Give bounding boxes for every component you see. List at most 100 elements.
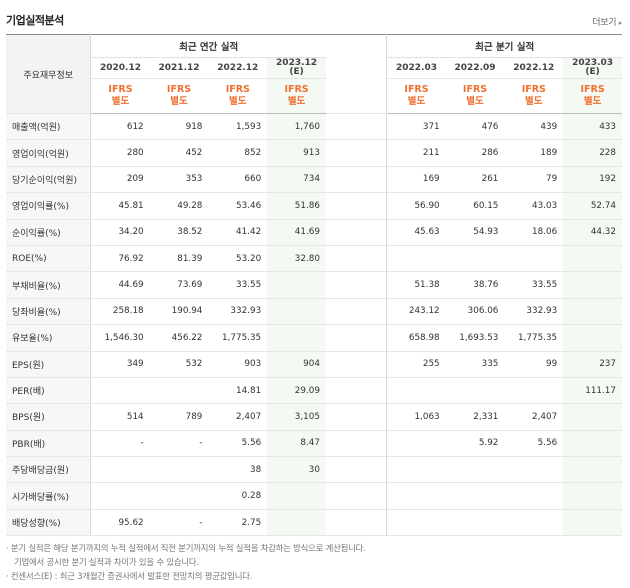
basis-label: IFRS [521, 84, 546, 95]
period-label: 2021.12 [158, 62, 200, 73]
scope-label: 별도 [407, 96, 426, 107]
header-accounting-basis: IFRS 별도 [445, 78, 505, 114]
quarterly-value-cell: 255 [386, 350, 446, 378]
gap-cell [325, 298, 388, 326]
header-annual-group: 최근 연간 실적 [90, 34, 326, 58]
gap-cell [325, 509, 388, 537]
table-row: 영업이익률(%) 45.81 49.28 53.46 51.86 56.90 60.15 43… [6, 192, 622, 220]
footnotes: · 분기 실적은 해당 분기까지의 누적 실적에서 직전 분기까지의 누적 실적… [6, 541, 626, 583]
quarterly-value-cell: 439 [504, 113, 564, 141]
quarterly-value-cell: 1,693.53 [445, 324, 505, 352]
row-label: 유보율(%) [6, 324, 92, 352]
estimate-mark: (E) [585, 67, 600, 77]
gap-cell [325, 139, 388, 167]
annual-value-cell [90, 482, 150, 510]
table-row: ROE(%) 76.92 81.39 53.20 32.80 [6, 245, 622, 273]
row-label: 매출액(억원) [6, 113, 92, 141]
basis-label: IFRS [404, 84, 429, 95]
quarterly-value-cell: 56.90 [386, 192, 446, 220]
quarterly-value-cell [386, 430, 446, 458]
row-label: PER(배) [6, 377, 92, 405]
quarterly-value-cell: 52.74 [563, 192, 622, 220]
quarterly-value-cell: 237 [563, 350, 622, 378]
quarterly-value-cell: 1,775.35 [504, 324, 564, 352]
header-annual-period: 2022.12 [208, 57, 268, 79]
quarterly-value-cell: 44.32 [563, 219, 622, 246]
annual-value-cell: - [90, 430, 150, 458]
annual-value-cell [267, 509, 326, 537]
gap-cell [325, 113, 388, 141]
annual-value-cell: 904 [267, 350, 326, 378]
table-row: 영업이익(억원) 280 452 852 913 211 286 189 228 [6, 139, 622, 167]
annual-value-cell: 34.20 [90, 219, 150, 246]
header-basis-row: IFRS 별도 IFRS 별도 IFRS 별도 IFRS 별도 IFRS 별도 IFRS 별도 IFRS… [6, 78, 622, 114]
quarterly-value-cell: 60.15 [445, 192, 505, 220]
quarterly-value-cell: 433 [563, 113, 622, 141]
annual-value-cell: 41.42 [208, 219, 268, 246]
header-group-row: 주요재무정보 최근 연간 실적 최근 분기 실적 [6, 34, 622, 114]
annual-value-cell: 5.56 [208, 430, 268, 458]
quarterly-value-cell: 18.06 [504, 219, 564, 246]
quarterly-value-cell: 79 [504, 166, 564, 194]
gap-cell [325, 430, 388, 458]
table-row: BPS(원) 514 789 2,407 3,105 1,063 2,331 2,407 [6, 403, 622, 431]
quarterly-value-cell [445, 456, 505, 484]
table-row: 부채비율(%) 44.69 73.69 33.55 51.38 38.76 33.55 [6, 271, 622, 299]
footnote-3: · 컨센서스(E) : 최근 3개월간 증권사에서 발표한 전망치의 평균값입니… [6, 571, 253, 581]
scope-label: 별도 [111, 96, 130, 107]
header-quarterly-period: 2023.03 (E) [563, 57, 622, 79]
table-row: 순이익률(%) 34.20 38.52 41.42 41.69 45.63 54.93 18.… [6, 219, 622, 246]
annual-value-cell: 918 [149, 113, 209, 141]
row-label: 시가배당률(%) [6, 482, 92, 510]
quarterly-value-cell [504, 509, 564, 537]
quarterly-value-cell [445, 245, 505, 273]
quarterly-value-cell: 335 [445, 350, 505, 378]
more-link[interactable]: 더보기 ▸ [592, 15, 622, 28]
quarterly-value-cell [386, 456, 446, 484]
annual-value-cell: 734 [267, 166, 326, 194]
header-accounting-basis: IFRS 별도 [208, 78, 268, 114]
annual-value-cell: - [149, 509, 209, 537]
annual-value-cell [267, 298, 326, 326]
period-label: 2022.09 [454, 62, 496, 73]
table-row: 유보율(%) 1,546.30 456.22 1,775.35 658.98 1,693.… [6, 324, 622, 352]
row-label: 영업이익(억원) [6, 139, 92, 167]
row-label: 당기순이익(억원) [6, 166, 92, 194]
annual-value-cell: - [149, 430, 209, 458]
quarterly-value-cell [386, 245, 446, 273]
row-label: BPS(원) [6, 403, 92, 431]
header-quarterly-group: 최근 분기 실적 [386, 34, 622, 58]
quarterly-value-cell: 332.93 [504, 298, 564, 326]
more-link-label[interactable]: 더보기 [592, 18, 617, 28]
chevron-right-icon: ▸ [618, 19, 623, 27]
quarterly-value-cell [445, 482, 505, 510]
quarterly-value-cell: 169 [386, 166, 446, 194]
annual-value-cell: 32.80 [267, 245, 326, 273]
annual-value-cell: 903 [208, 350, 268, 378]
row-label: EPS(원) [6, 350, 92, 378]
annual-value-cell: 2.75 [208, 509, 268, 537]
gap-cell [325, 192, 388, 220]
annual-value-cell: 76.92 [90, 245, 150, 273]
annual-value-cell: 49.28 [149, 192, 209, 220]
quarterly-value-cell: 111.17 [563, 377, 622, 405]
gap-cell [325, 403, 388, 431]
header-gap [325, 34, 388, 114]
header-annual-period: 2021.12 [149, 57, 209, 79]
scope-label: 별도 [229, 96, 247, 107]
quarterly-value-cell: 2,407 [504, 403, 564, 431]
quarterly-value-cell [563, 324, 622, 352]
quarterly-value-cell: 211 [386, 139, 446, 167]
header-annual-period: 2023.12 (E) [267, 57, 326, 79]
annual-value-cell: 14.81 [208, 377, 268, 405]
annual-value-cell: 29.09 [267, 377, 326, 405]
annual-value-cell: 30 [267, 456, 326, 484]
quarterly-value-cell: 2,331 [445, 403, 505, 431]
basis-label: IFRS [284, 84, 309, 95]
header-accounting-basis: IFRS 별도 [149, 78, 209, 114]
row-label: 당좌비율(%) [6, 298, 92, 326]
annual-value-cell [267, 324, 326, 352]
header-accounting-basis: IFRS 별도 [504, 78, 564, 114]
annual-value-cell [267, 482, 326, 510]
annual-value-cell: 349 [90, 350, 150, 378]
